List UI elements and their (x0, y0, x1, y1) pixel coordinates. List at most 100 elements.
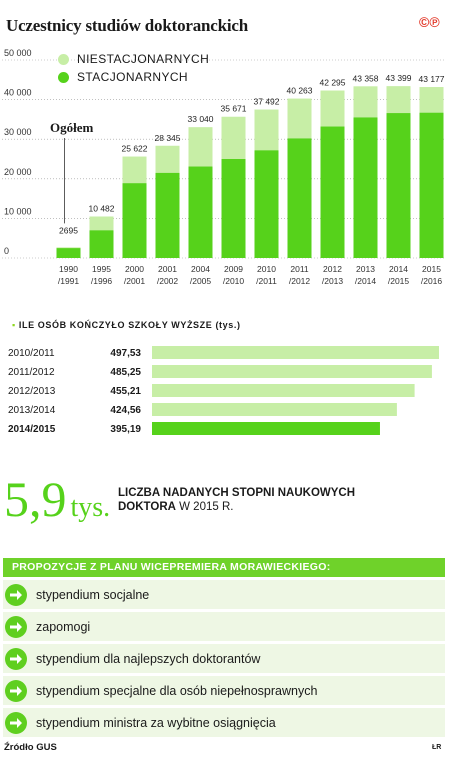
bar-stacjonarnych (155, 172, 180, 258)
bar-total-label: 10 482 (89, 203, 115, 213)
x-tick-label: /2013 (322, 276, 344, 286)
row-year-label: 2013/2014 (8, 405, 56, 416)
graduates-bar-chart: 2010/2011 497,53 2011/2012 485,25 2012/2013 4… (8, 346, 439, 435)
bar-niestacjonarnych (188, 127, 213, 167)
bar-total-label: 35 671 (221, 104, 247, 114)
author-initials: ŁR (432, 744, 442, 751)
bar-stacjonarnych (419, 112, 444, 258)
row-year-label: 2012/2013 (8, 386, 56, 397)
bar-stacjonarnych (56, 248, 81, 258)
bar-niestacjonarnych (386, 86, 411, 114)
highlight-unit: tys. (70, 492, 111, 523)
row-bar (152, 346, 439, 359)
bar-niestacjonarnych (254, 109, 279, 151)
bar-stacjonarnych (89, 230, 114, 258)
proposal-label: stypendium dla najlepszych doktorantów (36, 651, 261, 666)
row-bar (152, 422, 380, 435)
x-tick-label: /2012 (289, 276, 311, 286)
bar-total-label: 2695 (59, 225, 78, 235)
row-value-label: 455,21 (110, 386, 141, 397)
proposal-label: stypendium specjalne dla osób niepełnosp… (36, 683, 318, 698)
legend-item-stacjonarnych: STACJONARNYCH (58, 68, 209, 86)
source-note: Źródło GUS (4, 742, 57, 753)
legend-label-stacjonarnych: STACJONARNYCH (77, 70, 188, 84)
highlight-number: 5,9 tys. (4, 474, 110, 524)
x-tick-label: /2015 (388, 276, 410, 286)
highlight-caption-bold: LICZBA NADANYCH STOPNI NAUKOWYCH DOKTORA (118, 487, 356, 513)
bar-niestacjonarnych (155, 145, 180, 173)
bar-total-label: 43 177 (419, 74, 445, 84)
row-bar (152, 384, 415, 397)
x-tick-label: /2005 (190, 276, 212, 286)
row-year-label: 2011/2012 (8, 367, 55, 378)
annotation-label: Ogółem (50, 120, 93, 135)
x-tick-label: 2015 (422, 264, 441, 274)
x-tick-label: /2016 (421, 276, 443, 286)
y-tick-label: 30 000 (4, 127, 32, 137)
highlight-caption: LICZBA NADANYCH STOPNI NAUKOWYCH DOKTORA… (118, 486, 358, 514)
y-tick-label: 0 (4, 246, 9, 256)
bar-total-label: 43 358 (353, 73, 379, 83)
bar-niestacjonarnych (89, 216, 114, 231)
graduates-chart-title-text: ILE OSÓB KOŃCZYŁO SZKOŁY WYŻSZE (tys.) (18, 320, 241, 330)
x-tick-label: /1996 (91, 276, 113, 286)
x-tick-label: 2013 (356, 264, 375, 274)
highlight-value: 5,9 (4, 471, 67, 527)
x-tick-label: 1990 (59, 264, 78, 274)
proposal-item: stypendium socjalne (3, 580, 445, 609)
row-value-label: 395,19 (110, 424, 141, 435)
bar-total-label: 25 622 (122, 144, 148, 154)
x-tick-label: /2010 (223, 276, 245, 286)
page-title: Uczestnicy studiów doktoranckich (6, 16, 248, 35)
row-value-label: 485,25 (110, 367, 141, 378)
proposal-label: zapomogi (36, 619, 91, 634)
y-tick-label: 40 000 (4, 88, 32, 98)
arrow-right-icon (5, 711, 27, 734)
row-year-label: 2014/2015 (8, 424, 56, 435)
row-value-label: 424,56 (110, 405, 141, 416)
arrow-right-icon (5, 583, 27, 606)
arrow-right-icon (5, 615, 27, 638)
bar-stacjonarnych (254, 150, 279, 258)
y-tick-label: 20 000 (4, 167, 32, 177)
x-tick-label: 2004 (191, 264, 210, 274)
bar-stacjonarnych (188, 166, 213, 258)
legend-swatch-dark (58, 71, 69, 83)
bar-stacjonarnych (386, 113, 411, 259)
bar-total-label: 33 040 (188, 114, 214, 124)
proposal-label: stypendium socjalne (36, 587, 150, 602)
chart-legend: NIESTACJONARNYCH STACJONARNYCH (58, 50, 209, 86)
x-tick-label: /2011 (256, 276, 277, 286)
x-tick-label: 2001 (158, 264, 177, 274)
bar-niestacjonarnych (419, 87, 444, 113)
bar-stacjonarnych (122, 183, 147, 258)
arrow-right-icon (5, 679, 27, 702)
x-tick-label: /2002 (157, 276, 179, 286)
proposal-item: zapomogi (3, 612, 445, 641)
x-tick-label: 2012 (323, 264, 342, 274)
bar-niestacjonarnych (320, 90, 345, 127)
bar-total-label: 43 399 (386, 73, 412, 83)
stacked-bar-chart: 0 10 000 20 000 30 000 40 000 50 000 2695 1990 /… (2, 48, 446, 286)
bar-niestacjonarnych (122, 156, 147, 184)
x-tick-label: 2014 (389, 264, 408, 274)
proposals-panel: PROPOZYCJE Z PLANU WICEPREMIERA MORAWIEC… (3, 558, 445, 737)
bar-niestacjonarnych (287, 98, 312, 139)
bar-niestacjonarnych (353, 86, 378, 118)
row-year-label: 2010/2011 (8, 348, 55, 359)
proposals-list: stypendium socjalne zapomogi stypendium dl… (3, 580, 445, 737)
x-tick-label: 2000 (125, 264, 144, 274)
legend-swatch-light (58, 53, 69, 65)
bar-total-label: 37 492 (254, 97, 280, 107)
bar-stacjonarnych (353, 117, 378, 258)
logo-icon: ©℗ (419, 14, 440, 30)
x-tick-label: /1991 (58, 276, 80, 286)
bar-niestacjonarnych (56, 247, 81, 249)
x-tick-label: /2014 (355, 276, 377, 286)
proposal-item: stypendium dla najlepszych doktorantów (3, 644, 445, 673)
proposal-item: stypendium ministra za wybitne osiągnięc… (3, 708, 445, 737)
legend-label-niestacjonarnych: NIESTACJONARNYCH (77, 52, 210, 66)
x-tick-label: 2011 (290, 264, 309, 274)
arrow-right-icon (5, 647, 27, 670)
bar-stacjonarnych (221, 159, 246, 258)
